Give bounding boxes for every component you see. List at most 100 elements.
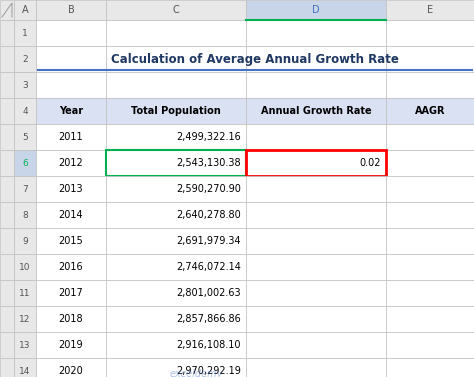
Bar	[14, 332, 36, 358]
Text: 11: 11	[19, 288, 31, 297]
Text: 2015: 2015	[59, 236, 83, 246]
Bar	[246, 0, 386, 20]
Bar	[0, 98, 14, 124]
Text: 2013: 2013	[59, 184, 83, 194]
Bar	[14, 150, 36, 176]
Bar	[36, 20, 106, 46]
Text: 2,590,270.90: 2,590,270.90	[176, 184, 241, 194]
Bar	[36, 150, 106, 176]
Bar	[0, 202, 14, 228]
Bar	[36, 228, 106, 254]
Bar	[386, 98, 474, 124]
Text: 2: 2	[22, 55, 28, 63]
Text: 2014: 2014	[59, 210, 83, 220]
Text: 2,543,130.38: 2,543,130.38	[176, 158, 241, 168]
Bar	[14, 124, 36, 150]
Bar	[14, 0, 36, 20]
Bar	[386, 202, 474, 228]
Text: 2017: 2017	[59, 288, 83, 298]
Text: Annual Growth Rate: Annual Growth Rate	[261, 106, 371, 116]
Bar	[0, 20, 14, 46]
Bar	[36, 332, 106, 358]
Text: 2,916,108.10: 2,916,108.10	[176, 340, 241, 350]
Text: 2016: 2016	[59, 262, 83, 272]
Bar	[106, 176, 246, 202]
Text: Total Population: Total Population	[131, 106, 221, 116]
Bar	[36, 0, 106, 20]
Bar	[246, 176, 386, 202]
Bar	[14, 72, 36, 98]
Text: E: E	[427, 5, 433, 15]
Bar	[0, 0, 14, 20]
Bar	[106, 254, 246, 280]
Bar	[106, 20, 246, 46]
Text: 2,857,866.86: 2,857,866.86	[176, 314, 241, 324]
Bar	[14, 20, 36, 46]
Bar	[14, 358, 36, 377]
Bar	[36, 124, 106, 150]
Text: 2020: 2020	[59, 366, 83, 376]
Bar	[0, 306, 14, 332]
Bar	[386, 0, 474, 20]
Bar	[106, 124, 246, 150]
Bar	[0, 176, 14, 202]
Bar	[14, 202, 36, 228]
Text: exceldemy: exceldemy	[169, 369, 223, 377]
Bar	[0, 358, 14, 377]
Bar	[36, 98, 106, 124]
Text: 2,691,979.34: 2,691,979.34	[176, 236, 241, 246]
Text: AAGR: AAGR	[415, 106, 445, 116]
Bar	[0, 228, 14, 254]
Bar	[14, 228, 36, 254]
Text: Calculation of Average Annual Growth Rate: Calculation of Average Annual Growth Rat…	[111, 52, 399, 66]
Bar	[106, 358, 246, 377]
Text: 2012: 2012	[59, 158, 83, 168]
Bar	[246, 202, 386, 228]
Text: 0.02: 0.02	[359, 158, 381, 168]
Bar	[386, 358, 474, 377]
Bar	[106, 202, 246, 228]
Bar	[246, 228, 386, 254]
Text: 2,640,278.80: 2,640,278.80	[176, 210, 241, 220]
Bar	[106, 0, 246, 20]
Bar	[0, 72, 14, 98]
Text: D: D	[312, 5, 320, 15]
Bar	[14, 280, 36, 306]
Bar	[246, 72, 386, 98]
Bar	[246, 98, 386, 124]
Bar	[36, 306, 106, 332]
Text: C: C	[173, 5, 179, 15]
Bar	[36, 358, 106, 377]
Text: 2019: 2019	[59, 340, 83, 350]
Bar	[106, 72, 246, 98]
Bar	[106, 98, 246, 124]
Text: 13: 13	[19, 340, 31, 349]
Bar	[246, 150, 386, 176]
Text: 2,970,292.19: 2,970,292.19	[176, 366, 241, 376]
Bar	[36, 280, 106, 306]
Bar	[246, 46, 386, 72]
Bar	[386, 176, 474, 202]
Bar	[0, 254, 14, 280]
Bar	[106, 280, 246, 306]
Bar	[246, 150, 386, 176]
Text: 8: 8	[22, 210, 28, 219]
Text: 10: 10	[19, 262, 31, 271]
Text: 6: 6	[22, 158, 28, 167]
Bar	[0, 46, 14, 72]
Bar	[14, 306, 36, 332]
Bar	[36, 254, 106, 280]
Bar	[246, 124, 386, 150]
Text: 14: 14	[19, 366, 31, 375]
Text: 7: 7	[22, 184, 28, 193]
Text: Year: Year	[59, 106, 83, 116]
Bar	[386, 150, 474, 176]
Bar	[386, 280, 474, 306]
Bar	[386, 332, 474, 358]
Text: 3: 3	[22, 81, 28, 89]
Bar	[246, 358, 386, 377]
Bar	[106, 150, 246, 176]
Bar	[246, 20, 386, 46]
Bar	[106, 46, 246, 72]
Bar	[106, 228, 246, 254]
